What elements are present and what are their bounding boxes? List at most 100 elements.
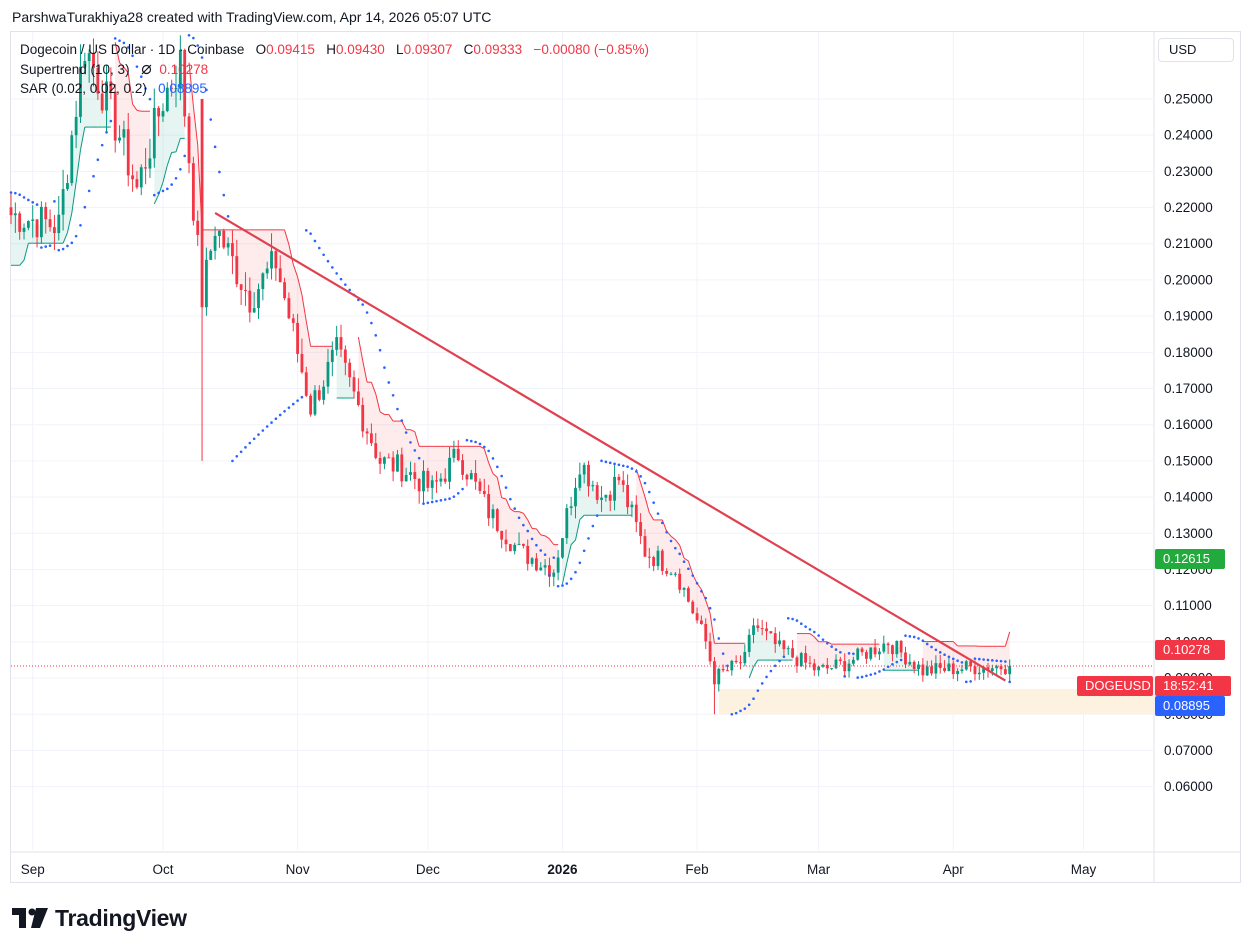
sar-dot [456, 491, 460, 495]
sar-dot [522, 523, 525, 527]
sar-dot [908, 635, 912, 638]
sar-dot [374, 334, 378, 337]
sar-dot [48, 244, 52, 247]
supertrend-segment [66, 212, 73, 233]
sar-dot [756, 689, 760, 692]
sar-dot [621, 464, 625, 468]
candle-body [556, 557, 560, 573]
supertrend-fill-segment [171, 88, 177, 153]
sar-dot [752, 697, 755, 701]
candle-body [912, 661, 916, 669]
candle-body [118, 137, 121, 141]
sar-dot [239, 450, 243, 454]
candle-body [843, 661, 847, 672]
candle-body [904, 652, 907, 665]
legend-supertrend-value: 0.10278 [159, 61, 209, 77]
sar-dot [331, 266, 334, 269]
candle-body [352, 377, 356, 392]
sar-dot [743, 707, 747, 710]
sar-dot [925, 642, 929, 646]
currency-button[interactable]: USD [1158, 38, 1234, 62]
legend-symbol-row[interactable]: Dogecoin / US Dollar · 1D · Coinbase O0.… [20, 40, 649, 60]
candle-body [157, 107, 161, 117]
sar-dot [348, 288, 351, 292]
sar-dot [35, 203, 39, 206]
legend-sar-row[interactable]: SAR (0.02, 0.02, 0.2) 0.08895 [20, 79, 649, 99]
sar-dot [309, 232, 312, 235]
supertrend-fill-segment [514, 511, 520, 548]
sar-dot [569, 577, 573, 581]
candle-body [139, 167, 143, 188]
supertrend-segment [827, 641, 832, 645]
sar-dot [951, 657, 955, 661]
trendline[interactable] [214, 212, 1006, 682]
candle-body [244, 289, 247, 291]
supertrend-fill-segment [562, 523, 567, 584]
candle-body [13, 213, 17, 216]
supertrend-segment [188, 62, 194, 107]
supertrend-fill-segment [801, 633, 806, 660]
sar-dot [678, 552, 681, 556]
supertrend-segment [23, 243, 29, 261]
sar-dot [304, 229, 308, 232]
candle-body [504, 539, 508, 545]
sar-dot [100, 143, 104, 147]
supertrend-segment [114, 42, 121, 63]
sar-dot [500, 474, 503, 478]
supertrend-fill-segment [162, 99, 168, 183]
sar-dot [734, 711, 738, 715]
sar-dot [139, 75, 143, 78]
supertrend-segment [71, 182, 77, 214]
sar-dot [630, 467, 634, 470]
supertrend-fill-segment [323, 346, 328, 394]
candle-body [795, 657, 799, 667]
supertrend-fill-segment [393, 421, 398, 465]
supertrend-fill-segment [931, 641, 936, 671]
sar-dot [995, 659, 998, 663]
supertrend-segment [696, 583, 702, 590]
candle-body [356, 391, 360, 405]
eye-off-icon[interactable] [141, 62, 152, 77]
sar-dot [986, 658, 990, 662]
sar-dot [786, 616, 790, 620]
tradingview-logo[interactable]: TradingView [12, 904, 187, 932]
candle-body [704, 623, 708, 642]
legend-supertrend-row[interactable]: Supertrend (10, 3) 0.10278 [20, 60, 649, 80]
y-tick-label: 0.23000 [1164, 164, 1213, 179]
sar-dot [417, 456, 421, 460]
candle-body [830, 668, 834, 670]
sar-dot [274, 417, 278, 421]
supertrend-segment [132, 103, 138, 111]
candle-body [565, 508, 569, 539]
time-axis[interactable]: Sep Oct Nov Dec 2026 Feb Mar Apr May [11, 851, 1241, 877]
sar-dot [218, 170, 221, 174]
candle-body [812, 663, 816, 671]
sar-dot [552, 556, 556, 559]
supertrend-fill-segment [822, 641, 828, 667]
candle-body [873, 647, 877, 655]
legend-high-label: H [326, 42, 336, 57]
supertrend-segment [579, 514, 585, 520]
candle-body [265, 268, 269, 274]
supertrend-fill-segment [380, 411, 385, 461]
candle-body [22, 227, 26, 232]
sar-dot [122, 41, 126, 45]
candle-body [917, 664, 920, 669]
candle-body [595, 485, 599, 500]
supertrend-segment [62, 232, 68, 244]
candle-body [587, 464, 590, 487]
price-axis[interactable]: 0.060000.070000.080000.090000.100000.110… [1153, 32, 1213, 882]
supertrend-segment [483, 448, 490, 463]
candle-body [422, 470, 425, 492]
supertrend-segment [679, 545, 685, 559]
supertrend-segment [401, 420, 407, 430]
supertrend-segment [171, 151, 177, 153]
sar-dot [587, 537, 590, 540]
candle-body [209, 250, 213, 260]
candle-body [183, 49, 187, 117]
sar-dot [44, 245, 48, 248]
candle-body [461, 460, 465, 475]
supertrend-fill-segment [132, 104, 137, 184]
chart-pane[interactable] [10, 31, 1241, 883]
